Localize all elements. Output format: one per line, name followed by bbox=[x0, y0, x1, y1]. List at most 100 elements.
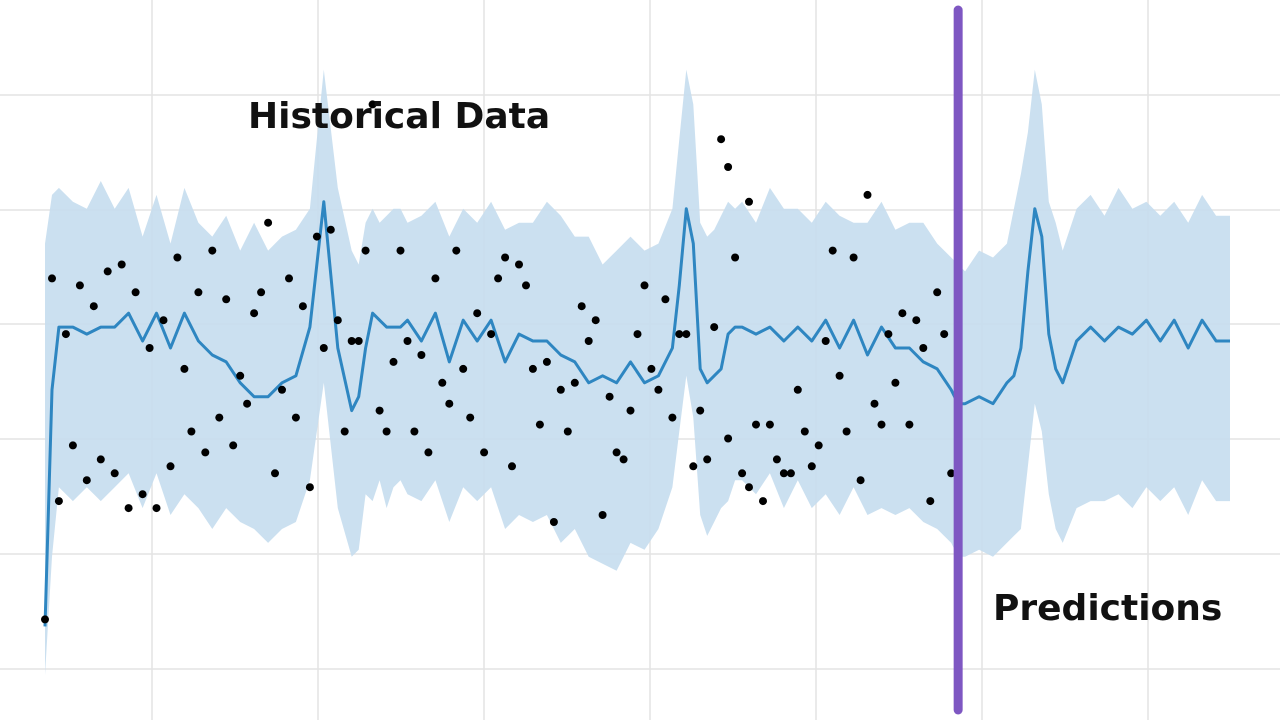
observation-point bbox=[452, 247, 460, 255]
observation-point bbox=[864, 191, 872, 199]
observation-point bbox=[278, 386, 286, 394]
observation-point bbox=[668, 414, 676, 422]
observation-point bbox=[104, 267, 112, 275]
observation-point bbox=[201, 448, 209, 456]
observation-point bbox=[675, 330, 683, 338]
observation-point bbox=[348, 337, 356, 345]
observation-point bbox=[905, 421, 913, 429]
observation-point bbox=[815, 441, 823, 449]
observation-point bbox=[417, 351, 425, 359]
observation-point bbox=[187, 428, 195, 436]
observation-point bbox=[494, 274, 502, 282]
observation-point bbox=[884, 330, 892, 338]
observation-point bbox=[431, 274, 439, 282]
observation-point bbox=[843, 428, 851, 436]
observation-point bbox=[508, 462, 516, 470]
observation-point bbox=[194, 288, 202, 296]
observation-point bbox=[132, 288, 140, 296]
observation-point bbox=[257, 288, 265, 296]
observation-point bbox=[320, 344, 328, 352]
observation-point bbox=[891, 379, 899, 387]
observation-point bbox=[654, 386, 662, 394]
observation-point bbox=[529, 365, 537, 373]
observation-point bbox=[424, 448, 432, 456]
observation-point bbox=[480, 448, 488, 456]
observation-point bbox=[285, 274, 293, 282]
observation-point bbox=[717, 135, 725, 143]
observation-point bbox=[229, 441, 237, 449]
observation-point bbox=[606, 393, 614, 401]
observation-point bbox=[97, 455, 105, 463]
observation-point bbox=[564, 428, 572, 436]
observation-point bbox=[808, 462, 816, 470]
observation-point bbox=[731, 254, 739, 262]
observation-point bbox=[362, 247, 370, 255]
observation-point bbox=[160, 316, 168, 324]
observation-point bbox=[383, 428, 391, 436]
observation-point bbox=[48, 274, 56, 282]
observation-point bbox=[62, 330, 70, 338]
observation-point bbox=[334, 316, 342, 324]
observation-point bbox=[766, 421, 774, 429]
observation-point bbox=[634, 330, 642, 338]
observation-point bbox=[473, 309, 481, 317]
observation-point bbox=[745, 483, 753, 491]
observation-point bbox=[780, 469, 788, 477]
observation-point bbox=[557, 386, 565, 394]
observation-point bbox=[724, 435, 732, 443]
observation-point bbox=[69, 441, 77, 449]
observation-point bbox=[738, 469, 746, 477]
observation-point bbox=[703, 455, 711, 463]
historical-data-label: Historical Data bbox=[248, 96, 550, 137]
observation-point bbox=[341, 428, 349, 436]
observation-point bbox=[829, 247, 837, 255]
observation-point bbox=[466, 414, 474, 422]
observation-point bbox=[871, 400, 879, 408]
observation-point bbox=[773, 455, 781, 463]
observation-point bbox=[459, 365, 467, 373]
observation-point bbox=[397, 247, 405, 255]
observation-point bbox=[599, 511, 607, 519]
observation-point bbox=[682, 330, 690, 338]
observation-point bbox=[627, 407, 635, 415]
observation-point bbox=[327, 226, 335, 234]
observation-point bbox=[710, 323, 718, 331]
observation-point bbox=[571, 379, 579, 387]
observation-point bbox=[146, 344, 154, 352]
observation-point bbox=[111, 469, 119, 477]
observation-point bbox=[445, 400, 453, 408]
observation-point bbox=[41, 615, 49, 623]
observation-point bbox=[592, 316, 600, 324]
observation-point bbox=[724, 163, 732, 171]
observation-point bbox=[271, 469, 279, 477]
observation-point bbox=[83, 476, 91, 484]
observation-point bbox=[299, 302, 307, 310]
observation-point bbox=[404, 337, 412, 345]
observation-point bbox=[752, 421, 760, 429]
observation-point bbox=[836, 372, 844, 380]
observation-point bbox=[550, 518, 558, 526]
observation-point bbox=[355, 337, 363, 345]
observation-point bbox=[139, 490, 147, 498]
observation-point bbox=[90, 302, 98, 310]
observation-point bbox=[236, 372, 244, 380]
observation-point bbox=[857, 476, 865, 484]
observation-point bbox=[487, 330, 495, 338]
observation-point bbox=[850, 254, 858, 262]
observation-point bbox=[376, 407, 384, 415]
observation-point bbox=[306, 483, 314, 491]
observation-point bbox=[696, 407, 704, 415]
observation-point bbox=[215, 414, 223, 422]
observation-point bbox=[55, 497, 63, 505]
observation-point bbox=[919, 344, 927, 352]
observation-point bbox=[801, 428, 809, 436]
observation-point bbox=[208, 247, 216, 255]
observation-point bbox=[118, 261, 126, 269]
observation-point bbox=[180, 365, 188, 373]
observation-point bbox=[222, 295, 230, 303]
observation-point bbox=[292, 414, 300, 422]
observation-point bbox=[250, 309, 258, 317]
observation-point bbox=[620, 455, 628, 463]
observation-point bbox=[745, 198, 753, 206]
